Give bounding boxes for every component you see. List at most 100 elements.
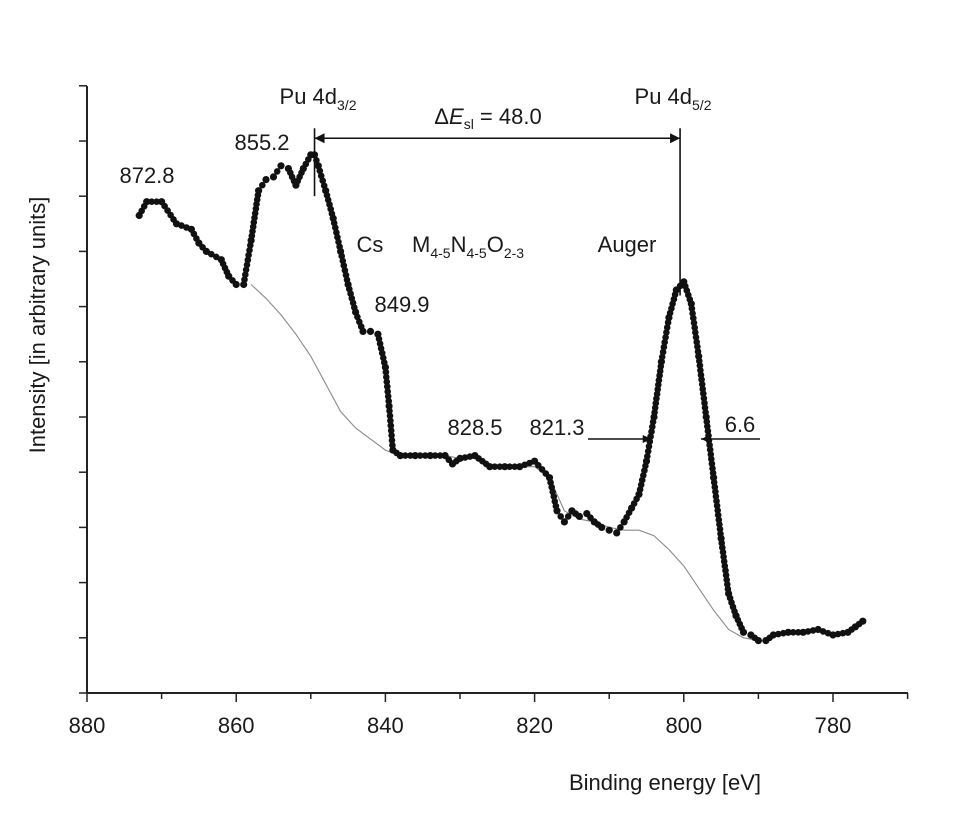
data-point	[486, 463, 494, 471]
data-point-interp	[557, 513, 564, 520]
data-point	[784, 628, 792, 636]
data-point-interp	[244, 256, 252, 264]
data-point	[859, 617, 867, 625]
data-point-interp	[663, 324, 671, 331]
data-point-interp	[246, 246, 253, 254]
data-point	[255, 187, 263, 195]
data-point	[553, 507, 561, 515]
background-curve	[250, 284, 766, 642]
data-point-interp	[694, 343, 701, 351]
data-point-interp	[387, 417, 394, 425]
peak-label-4d52: Pu 4d5/2	[635, 84, 712, 113]
data-point-interp	[775, 630, 782, 638]
peak-value-label: 821.3	[529, 415, 584, 440]
data-point-interp	[243, 261, 251, 269]
data-point-interp	[384, 388, 392, 395]
data-point	[366, 327, 375, 335]
fwhm-left-arrowhead	[642, 435, 652, 443]
x-tick-label: 860	[218, 713, 255, 738]
data-point-interp	[662, 334, 669, 341]
delta-arrowhead-right	[670, 133, 681, 144]
data-point-interp	[421, 452, 429, 459]
x-tick-label: 880	[69, 713, 106, 738]
data-point	[456, 454, 464, 462]
data-series	[135, 151, 867, 645]
data-point-interp	[384, 383, 391, 390]
data-point-interp	[383, 373, 390, 381]
data-point-interp	[496, 463, 504, 471]
data-point-interp	[431, 452, 439, 459]
x-tick-label: 820	[516, 713, 553, 738]
data-point-interp	[242, 266, 250, 274]
data-point-interp	[388, 437, 396, 444]
auger-word-label: Auger	[598, 232, 657, 257]
data-point-interp	[660, 343, 668, 351]
data-point-interp	[649, 423, 656, 431]
data-point-interp	[388, 432, 395, 439]
data-point	[829, 631, 837, 639]
data-point	[739, 628, 748, 636]
data-point-interp	[658, 353, 666, 361]
data-point-interp	[644, 448, 652, 455]
data-point-interp	[804, 628, 812, 635]
data-point	[269, 173, 278, 181]
data-point-interp	[208, 250, 215, 258]
data-point-interp	[789, 629, 797, 636]
data-point-interp	[402, 452, 409, 459]
data-point-interp	[661, 338, 668, 346]
data-point-interp	[506, 463, 513, 471]
data-point-interp	[794, 629, 802, 636]
data-point-interp	[242, 271, 249, 279]
x-axis-title: Binding energy [eV]	[569, 770, 761, 795]
data-point	[426, 452, 434, 460]
data-point	[385, 402, 393, 410]
data-point	[411, 452, 419, 460]
data-point-interp	[241, 276, 248, 283]
data-point	[598, 523, 606, 532]
data-point	[769, 631, 777, 639]
x-tick-label: 800	[665, 713, 702, 738]
y-axis-title: Intensity [in arbitrary units]	[25, 197, 50, 454]
data-point-interp	[178, 222, 185, 229]
peak-value-label: 849.9	[374, 292, 429, 317]
data-point-interp	[617, 524, 624, 531]
data-point-interp	[148, 198, 155, 205]
peak-value-label: 6.6	[725, 412, 756, 437]
data-point-interp	[564, 513, 572, 520]
peak-value-label: 855.2	[234, 130, 289, 155]
data-point-interp	[382, 368, 390, 376]
delta-arrowhead-left	[314, 133, 325, 144]
data-point	[560, 518, 569, 526]
data-point-interp	[659, 348, 667, 356]
data-point-interp	[273, 168, 281, 175]
axes: 880 860 840 820 800 780	[69, 85, 909, 738]
data-point-interp	[153, 198, 160, 205]
data-point-interp	[644, 453, 651, 460]
peak-value-label: 872.8	[119, 163, 174, 188]
data-point-interp	[511, 463, 518, 471]
data-point-interp	[386, 412, 394, 420]
data-point-interp	[436, 452, 444, 459]
data-point-interp	[384, 393, 392, 400]
peak-label-4d32: Pu 4d3/2	[280, 84, 357, 113]
data-point	[575, 512, 584, 521]
data-point-interp	[645, 443, 653, 450]
x-tick-label: 840	[367, 713, 404, 738]
data-point-interp	[316, 167, 324, 175]
data-point	[605, 526, 613, 534]
data-point-interp	[386, 407, 393, 415]
data-point-interp	[259, 181, 266, 189]
peak-value-label: 828.5	[447, 415, 502, 440]
x-tick-label: 780	[815, 713, 852, 738]
data-point-interp	[461, 454, 469, 461]
data-point	[143, 198, 151, 206]
data-point	[501, 463, 509, 471]
data-point-interp	[416, 452, 424, 459]
data-point-interp	[834, 630, 842, 638]
auger-cs-label: Cs	[357, 232, 384, 257]
data-point	[396, 452, 404, 460]
data-point	[613, 529, 621, 537]
data-point	[232, 280, 240, 289]
data-point-interp	[663, 329, 670, 336]
